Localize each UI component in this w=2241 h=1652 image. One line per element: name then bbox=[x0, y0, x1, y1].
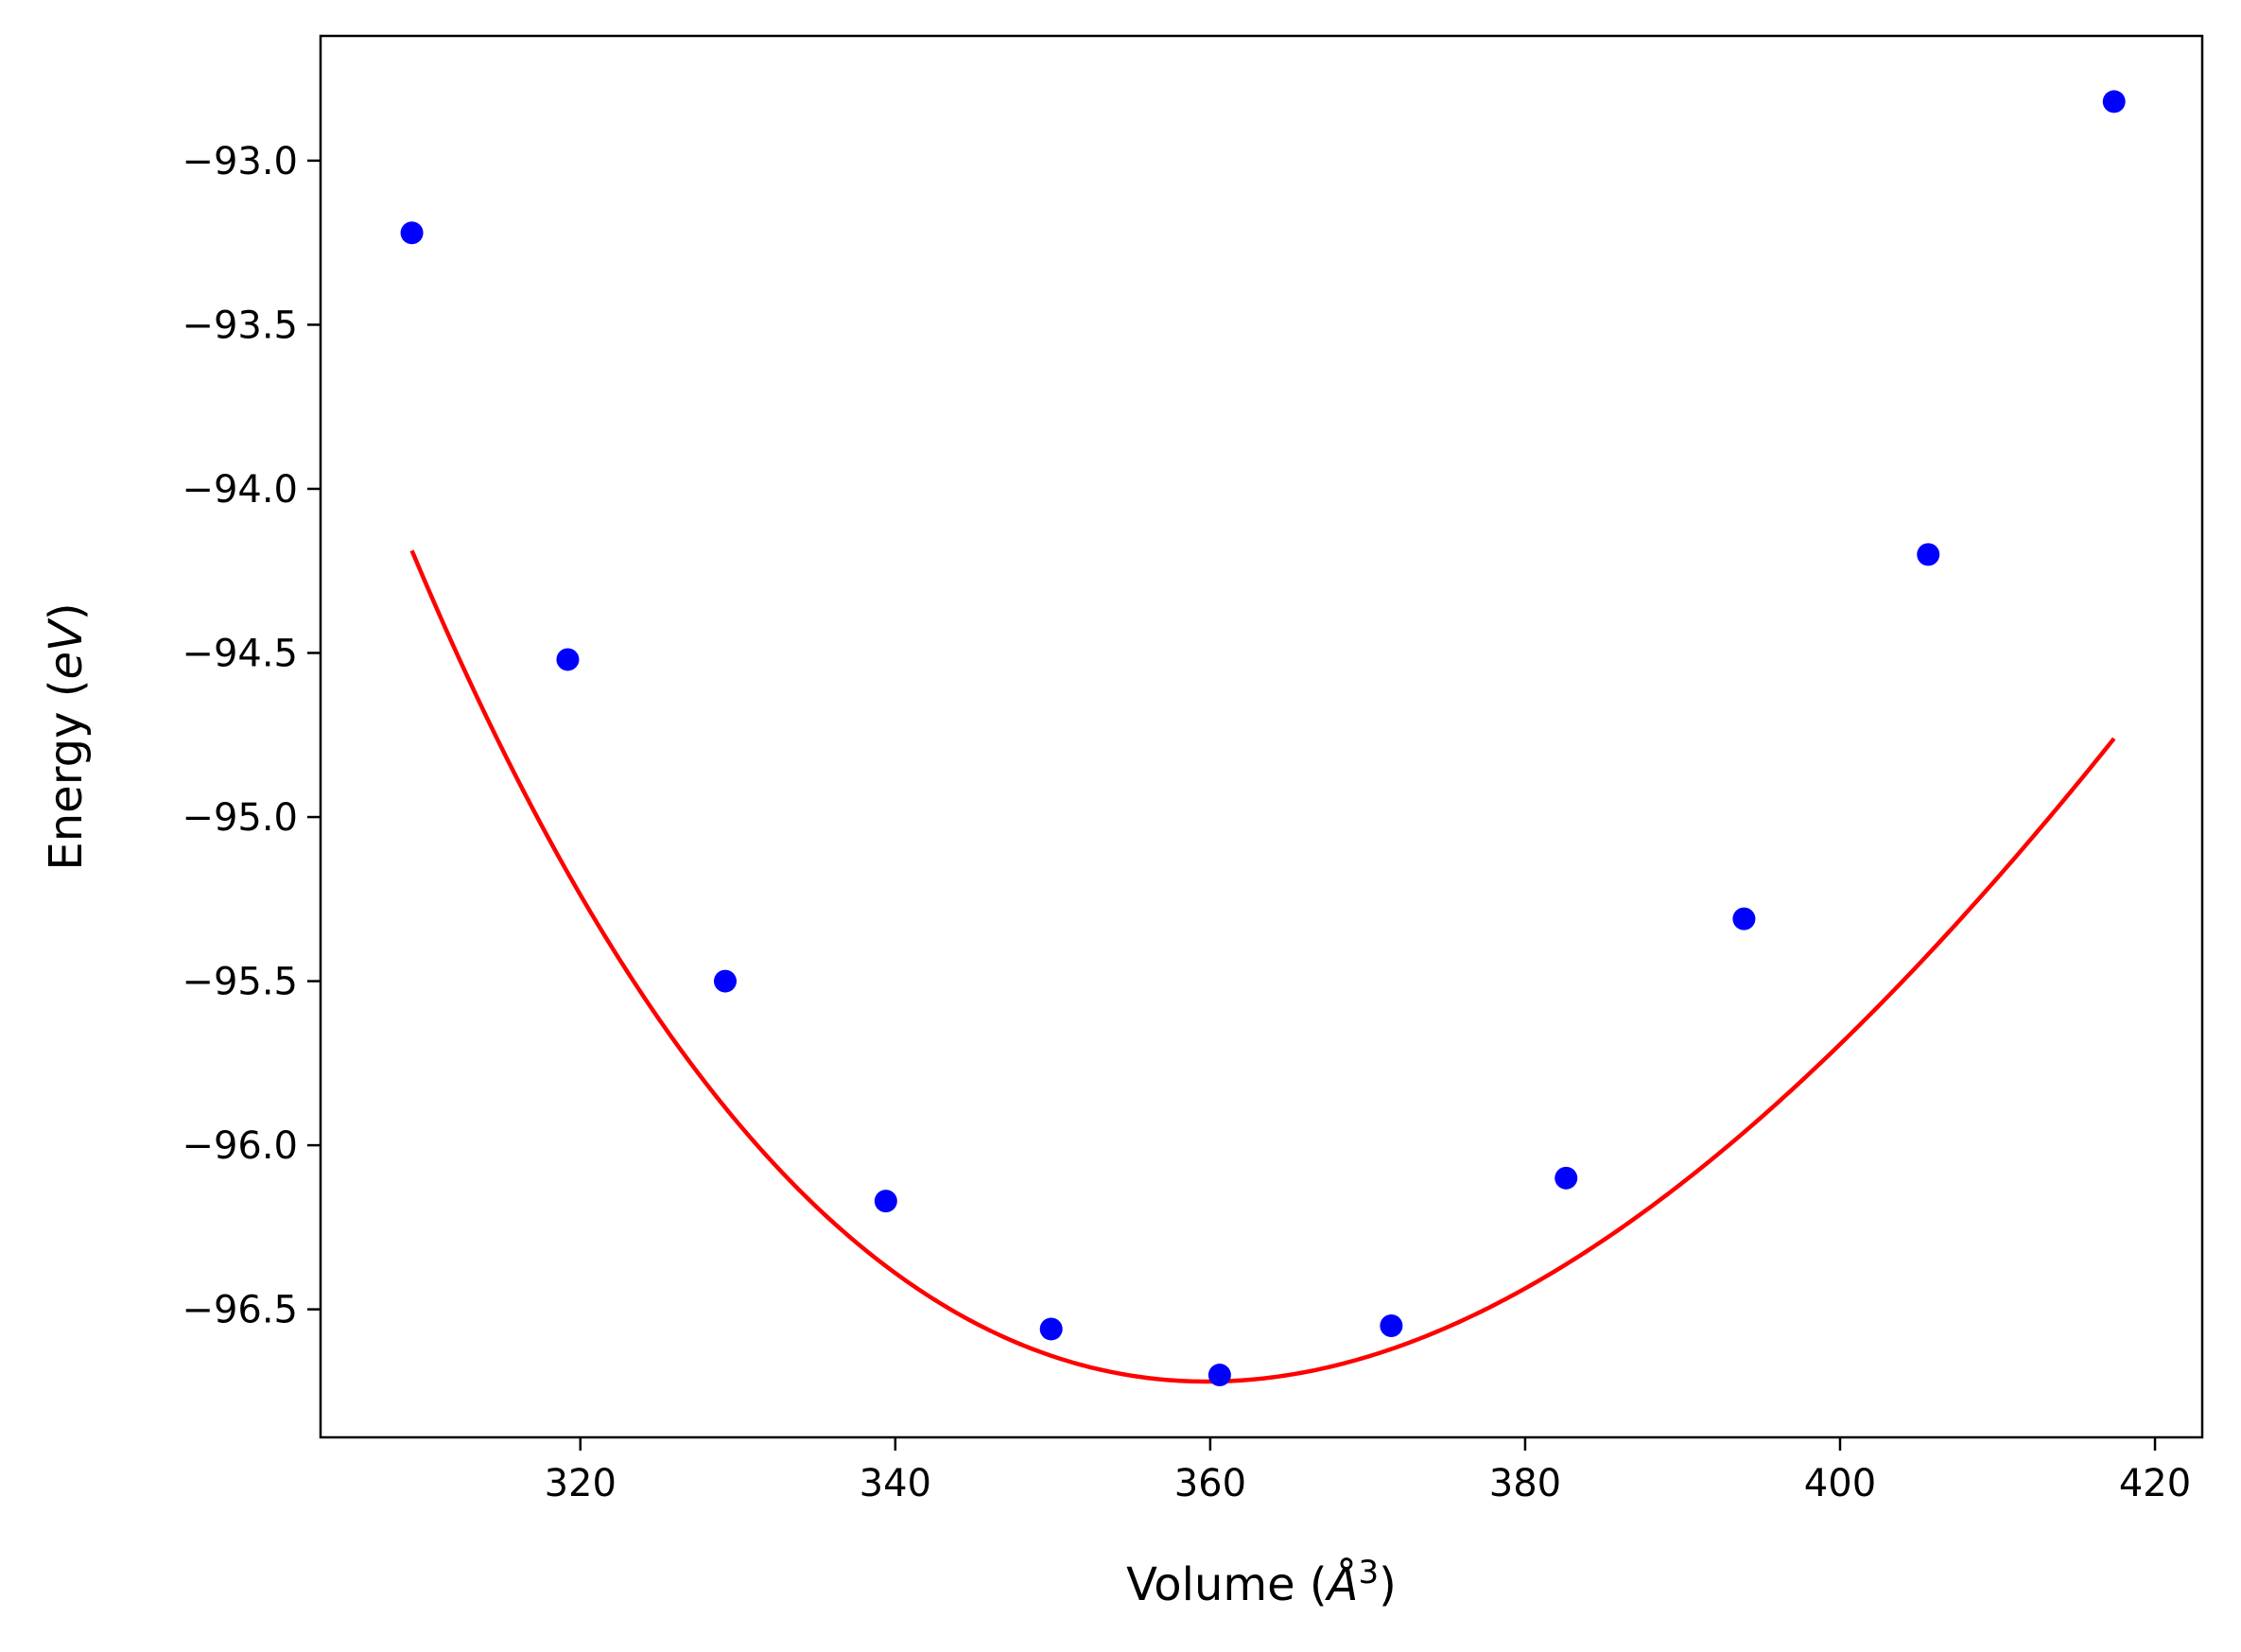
x-tick-label: 420 bbox=[2119, 1462, 2191, 1505]
x-tick-label: 400 bbox=[1804, 1462, 1876, 1505]
data-point bbox=[400, 221, 424, 245]
plot-area bbox=[400, 90, 2126, 1387]
data-point bbox=[1555, 1166, 1578, 1190]
x-tick-label: 320 bbox=[545, 1462, 617, 1505]
y-tick-label: −95.5 bbox=[182, 961, 298, 1004]
x-axis-ticks: 320 340 360 380 400 420 bbox=[545, 1437, 2191, 1505]
data-point bbox=[874, 1190, 897, 1213]
axes-frame bbox=[319, 34, 2204, 1439]
y-axis-label: Energy (eV) bbox=[40, 602, 93, 870]
y-tick-label: −96.0 bbox=[182, 1124, 298, 1168]
data-point bbox=[2102, 90, 2126, 113]
y-tick-label: −93.5 bbox=[182, 304, 298, 347]
data-point bbox=[713, 969, 737, 993]
x-tick-label: 340 bbox=[860, 1462, 931, 1505]
y-tick-label: −95.0 bbox=[182, 796, 298, 840]
y-tick-label: −96.5 bbox=[182, 1289, 298, 1332]
x-axis-label: Volume (Å3) bbox=[1126, 1554, 1397, 1611]
data-point bbox=[556, 648, 580, 671]
data-point bbox=[1732, 907, 1756, 930]
data-point bbox=[1207, 1364, 1231, 1387]
data-point bbox=[1917, 543, 1940, 566]
y-tick-label: −93.0 bbox=[182, 140, 298, 183]
x-tick-label: 360 bbox=[1174, 1462, 1246, 1505]
fit-curve bbox=[409, 549, 2116, 1384]
data-point bbox=[1380, 1313, 1403, 1337]
x-tick-label: 380 bbox=[1489, 1462, 1561, 1505]
y-tick-label: −94.0 bbox=[182, 468, 298, 512]
y-tick-label: −94.5 bbox=[182, 632, 298, 675]
y-axis-ticks: −93.0 −93.5 −94.0 −94.5 −95.0 −95.5 −96.0 −96.5 bbox=[182, 140, 321, 1332]
data-point bbox=[1039, 1317, 1063, 1341]
